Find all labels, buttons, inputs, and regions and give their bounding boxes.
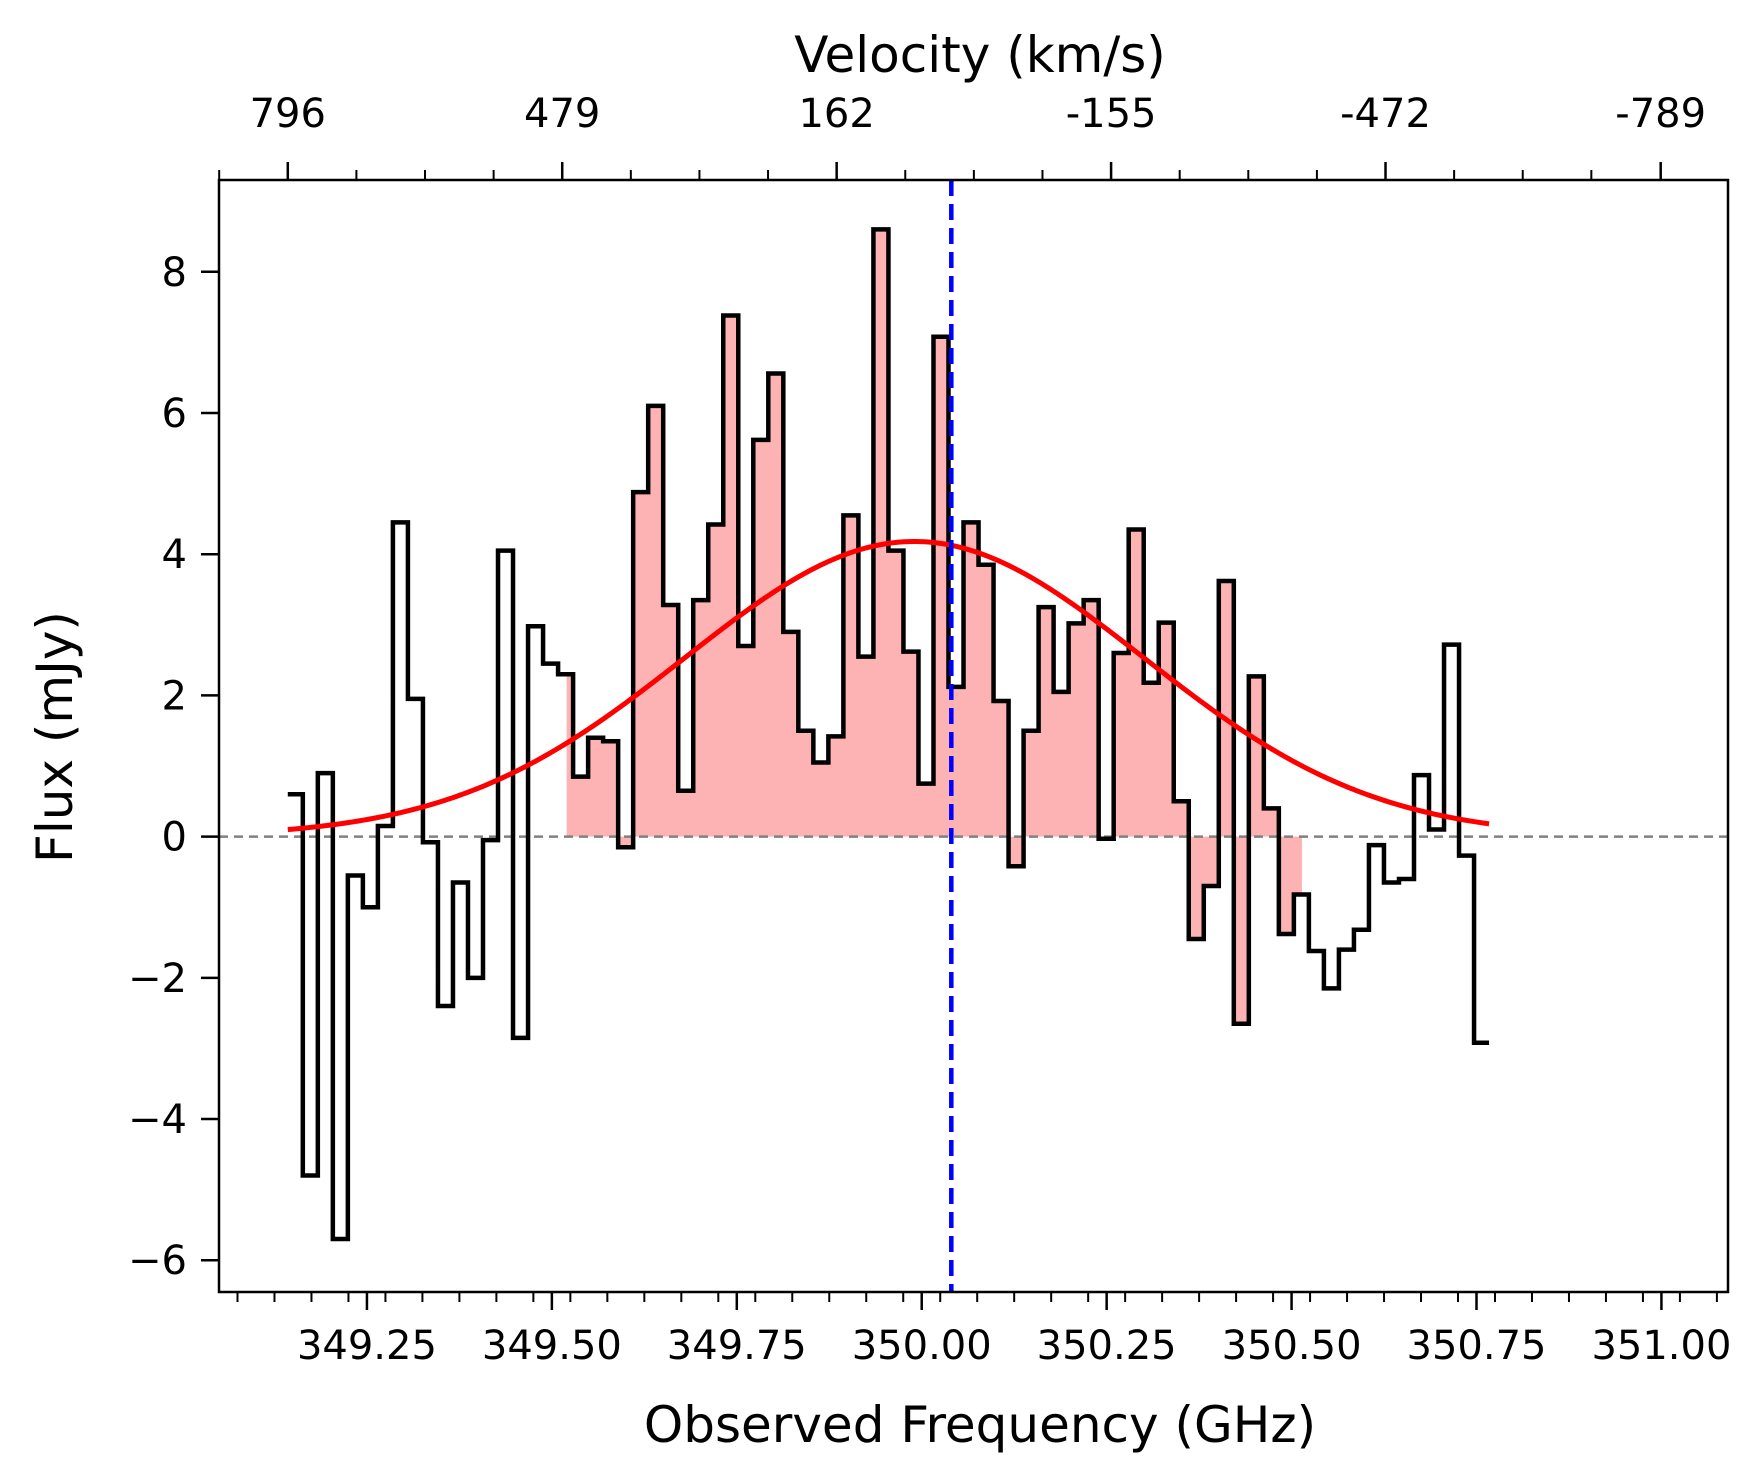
y-tick-label: 0 — [162, 815, 187, 861]
top-tick-label: 796 — [250, 91, 326, 137]
top-tick-label: 479 — [524, 91, 600, 137]
x-tick-label: 350.50 — [1222, 1323, 1362, 1369]
top-axis-label: Velocity (km/s) — [794, 26, 1166, 84]
y-tick-label: −6 — [128, 1238, 187, 1284]
x-tick-label: 350.00 — [852, 1323, 992, 1369]
x-tick-label: 350.75 — [1407, 1323, 1547, 1369]
x-tick-label: 349.75 — [667, 1323, 807, 1369]
y-tick-label: 6 — [162, 391, 187, 437]
y-tick-label: −4 — [128, 1097, 187, 1143]
y-axis-label: Flux (mJy) — [26, 611, 84, 863]
y-tick-label: 4 — [162, 532, 187, 578]
x-tick-label: 351.00 — [1591, 1323, 1731, 1369]
y-tick-label: 2 — [162, 673, 187, 719]
x-tick-label: 349.25 — [297, 1323, 437, 1369]
x-tick-label: 349.50 — [482, 1323, 622, 1369]
x-tick-label: 350.25 — [1037, 1323, 1177, 1369]
top-tick-label: -789 — [1615, 91, 1706, 137]
top-tick-label: -472 — [1340, 91, 1431, 137]
y-tick-label: 8 — [162, 250, 187, 296]
y-tick-label: −2 — [128, 956, 187, 1002]
gaussian-fit-curve — [287, 539, 1490, 833]
spectrum-step-line — [287, 227, 1490, 1242]
top-tick-label: -155 — [1066, 91, 1157, 137]
top-tick-label: 162 — [798, 91, 874, 137]
x-axis-label: Observed Frequency (GHz) — [644, 1396, 1316, 1454]
